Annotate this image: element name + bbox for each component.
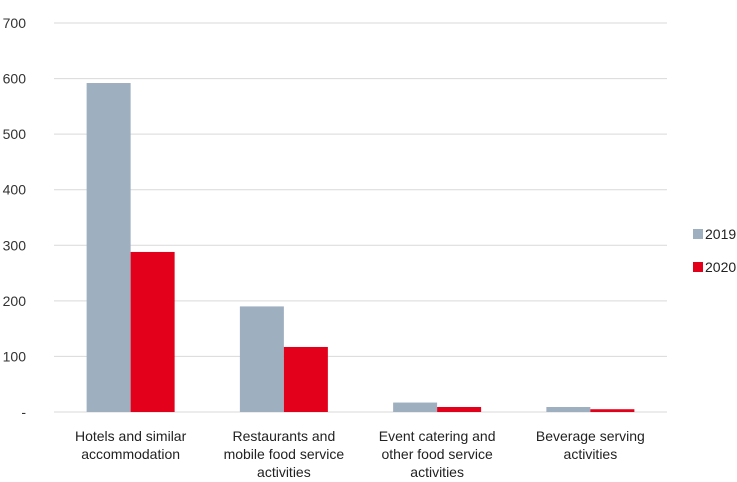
category-label: Restaurants and mobile food service activi… [224,428,345,480]
category-label-line: other food service [381,446,492,462]
category-label-line: Hotels and similar [75,428,187,444]
category-label: Hotels and similar accommodation [75,428,187,462]
y-tick-label: 400 [3,182,27,198]
category-label-line: Restaurants and [233,428,336,444]
y-tick-label: 700 [3,15,27,31]
bar-2020-category-3 [437,406,482,412]
category-label: Beverage serving activities [536,428,645,462]
y-axis-tick-labels: - 100 200 300 400 500 600 700 [3,15,27,420]
category-label-line: Event catering and [379,428,496,444]
y-tick-label: 300 [3,237,27,253]
legend: 2019 2020 [693,226,736,275]
category-label-line: accommodation [81,446,180,462]
bar-2019-category-3 [393,402,438,412]
legend-label-2020: 2020 [705,259,736,275]
y-tick-label: 100 [3,348,27,364]
legend-swatch-2020 [693,262,703,272]
x-axis-category-labels: Hotels and similar accommodation Restauran… [75,428,645,480]
y-tick-label: - [21,404,26,420]
legend-swatch-2019 [693,229,703,239]
category-label-line: mobile food service [224,446,345,462]
bar-2019-category-2 [239,306,284,412]
category-label: Event catering and other food service acti… [379,428,496,480]
bar-2020-category-4 [590,409,635,412]
category-label-line: Beverage serving [536,428,645,444]
category-label-line: activities [257,464,311,480]
y-tick-label: 200 [3,293,27,309]
category-label-line: activities [410,464,464,480]
bar-2020-category-2 [283,346,328,412]
bar-2019-category-4 [546,406,591,412]
bar-2020-category-1 [130,251,175,412]
y-tick-label: 600 [3,71,27,87]
bars [86,83,635,412]
legend-label-2019: 2019 [705,226,736,242]
bar-2019-category-1 [86,83,131,412]
category-label-line: activities [564,446,618,462]
y-tick-label: 500 [3,126,27,142]
